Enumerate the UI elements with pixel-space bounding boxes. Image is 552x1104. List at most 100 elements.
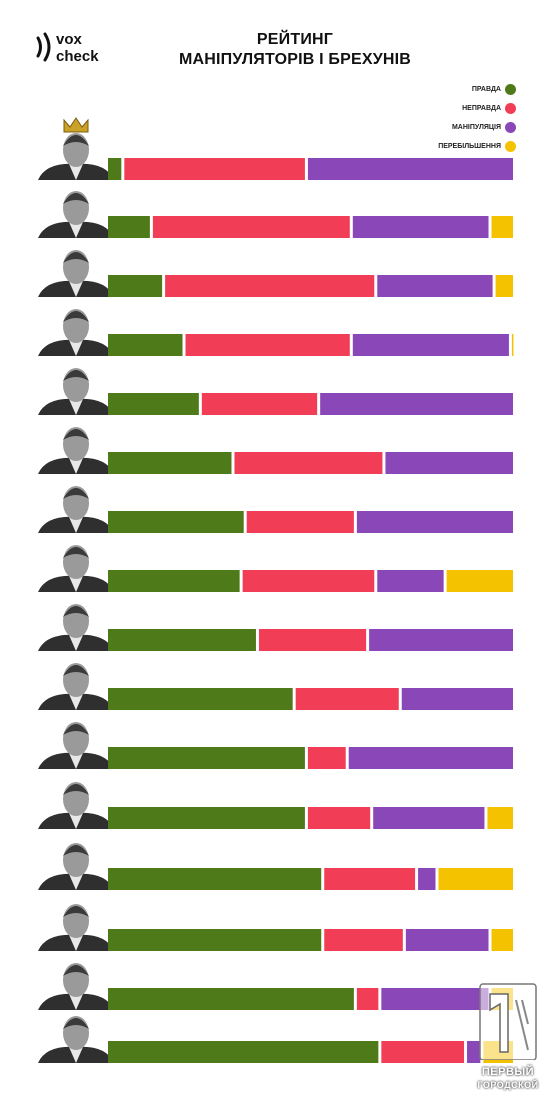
- title-line-1: РЕЙТИНГ: [256, 31, 334, 48]
- bar-segment-правда: [108, 511, 244, 533]
- portrait-collar: [69, 222, 83, 238]
- bar-segment-неправда: [295, 688, 399, 710]
- portrait-collar: [69, 340, 83, 356]
- bar-segment-неправда: [356, 988, 379, 1010]
- bar-segment-перебільшення: [487, 807, 513, 829]
- crown-icon: [63, 117, 89, 133]
- portrait-hair: [63, 1018, 89, 1029]
- portrait-collar: [69, 694, 83, 710]
- bar-segment-правда: [108, 570, 240, 592]
- politician-portrait: [38, 1016, 114, 1063]
- portrait-collar: [69, 164, 83, 180]
- legend-label: НЕПРАВДА: [462, 105, 501, 112]
- bar-segment-правда: [108, 334, 183, 356]
- bar-segment-маніпуляція: [356, 511, 513, 533]
- bar-segment-маніпуляція: [467, 1041, 481, 1063]
- portrait-collar: [69, 753, 83, 769]
- politician-portrait: [38, 191, 114, 238]
- bar-segment-маніпуляція: [352, 216, 489, 238]
- legend-swatch: [505, 141, 516, 152]
- bar-segment-перебільшення: [511, 334, 514, 356]
- bar-segment-правда: [108, 216, 150, 238]
- portrait-hair: [63, 606, 89, 617]
- bar-segment-неправда: [234, 452, 383, 474]
- title-line-2: МАНІПУЛЯТОРІВ І БРЕХУНІВ: [178, 51, 412, 68]
- bar-segment-маніпуляція: [401, 688, 513, 710]
- portrait-collar: [69, 576, 83, 592]
- watermark-logo-icon: [479, 983, 537, 1061]
- portrait-collar: [69, 635, 83, 651]
- bar-segment-маніпуляція: [373, 807, 485, 829]
- portrait-hair: [63, 311, 89, 322]
- bar-segment-неправда: [324, 929, 403, 951]
- politician-portrait: [38, 663, 114, 710]
- legend: ПРАВДА НЕПРАВДА МАНІПУЛЯЦІЯ ПЕРЕБІЛЬШЕННЯ: [438, 80, 516, 156]
- bar-segment-неправда: [242, 570, 375, 592]
- legend-item: МАНІПУЛЯЦІЯ: [438, 118, 516, 137]
- bar-segment-неправда: [152, 216, 350, 238]
- portrait-hair: [63, 135, 89, 146]
- portrait-hair: [63, 724, 89, 735]
- logo-text-check: check: [56, 48, 99, 65]
- portrait-collar: [69, 1047, 83, 1063]
- bar-segment-маніпуляція: [377, 570, 444, 592]
- legend-swatch: [505, 122, 516, 133]
- legend-label: МАНІПУЛЯЦІЯ: [451, 124, 501, 131]
- bar-segment-маніпуляція: [352, 334, 509, 356]
- bar-segment-неправда: [381, 1041, 465, 1063]
- bar-segment-неправда: [185, 334, 350, 356]
- portrait-collar: [69, 813, 83, 829]
- bar-segment-перебільшення: [438, 868, 513, 890]
- bar-segment-неправда: [307, 807, 371, 829]
- bar-segment-правда: [108, 158, 122, 180]
- portrait-collar: [69, 994, 83, 1010]
- portrait-hair: [63, 488, 89, 499]
- politician-portrait: [38, 368, 114, 415]
- watermark-line-1: ПЕРВЫЙ: [481, 1066, 535, 1078]
- portrait-hair: [63, 906, 89, 917]
- legend-item: ПРАВДА: [438, 80, 516, 99]
- bar-segment-правда: [108, 747, 305, 769]
- bar-segment-маніпуляція: [320, 393, 513, 415]
- bar-segment-неправда: [165, 275, 375, 297]
- sound-wave-icon: [36, 32, 51, 62]
- bar-segment-правда: [108, 393, 199, 415]
- politician-portrait: [38, 604, 114, 651]
- legend-item: ПЕРЕБІЛЬШЕННЯ: [438, 137, 516, 156]
- bar-segment-маніпуляція: [377, 275, 493, 297]
- bar-segment-неправда: [124, 158, 305, 180]
- portrait-hair: [63, 845, 89, 856]
- legend-label: ПРАВДА: [471, 86, 501, 93]
- politician-portrait: [38, 963, 114, 1010]
- chart-title: РЕЙТИНГ МАНІПУЛЯТОРІВ І БРЕХУНІВ: [140, 30, 450, 70]
- portrait-hair: [63, 429, 89, 440]
- bar-segment-маніпуляція: [307, 158, 513, 180]
- politician-portrait: [38, 117, 114, 180]
- bar-segment-неправда: [246, 511, 354, 533]
- bar-segment-неправда: [201, 393, 318, 415]
- bar-segment-правда: [108, 1041, 379, 1063]
- watermark-line-2: ГОРОДСКОЙ: [477, 1080, 539, 1090]
- logo-text-vox: vox: [56, 31, 82, 48]
- portrait-collar: [69, 517, 83, 533]
- portrait-collar: [69, 458, 83, 474]
- bar-segment-правда: [108, 807, 305, 829]
- bar-segment-маніпуляція: [381, 988, 489, 1010]
- politician-portrait: [38, 250, 114, 297]
- bar-segment-неправда: [307, 747, 346, 769]
- bar-segment-маніпуляція: [405, 929, 489, 951]
- politician-portrait: [38, 782, 114, 829]
- legend-item: НЕПРАВДА: [438, 99, 516, 118]
- bar-segment-перебільшення: [495, 275, 513, 297]
- bar-segment-неправда: [258, 629, 367, 651]
- bar-segment-маніпуляція: [385, 452, 513, 474]
- watermark: ПЕРВЫЙ ГОРОДСКОЙ: [470, 980, 546, 1098]
- portrait-collar: [69, 935, 83, 951]
- politician-portrait: [38, 309, 114, 356]
- portrait-collar: [69, 399, 83, 415]
- bar-segment-перебільшення: [491, 929, 513, 951]
- bar-segment-перебільшення: [491, 216, 513, 238]
- bar-segment-маніпуляція: [348, 747, 513, 769]
- bar-segment-правда: [108, 629, 256, 651]
